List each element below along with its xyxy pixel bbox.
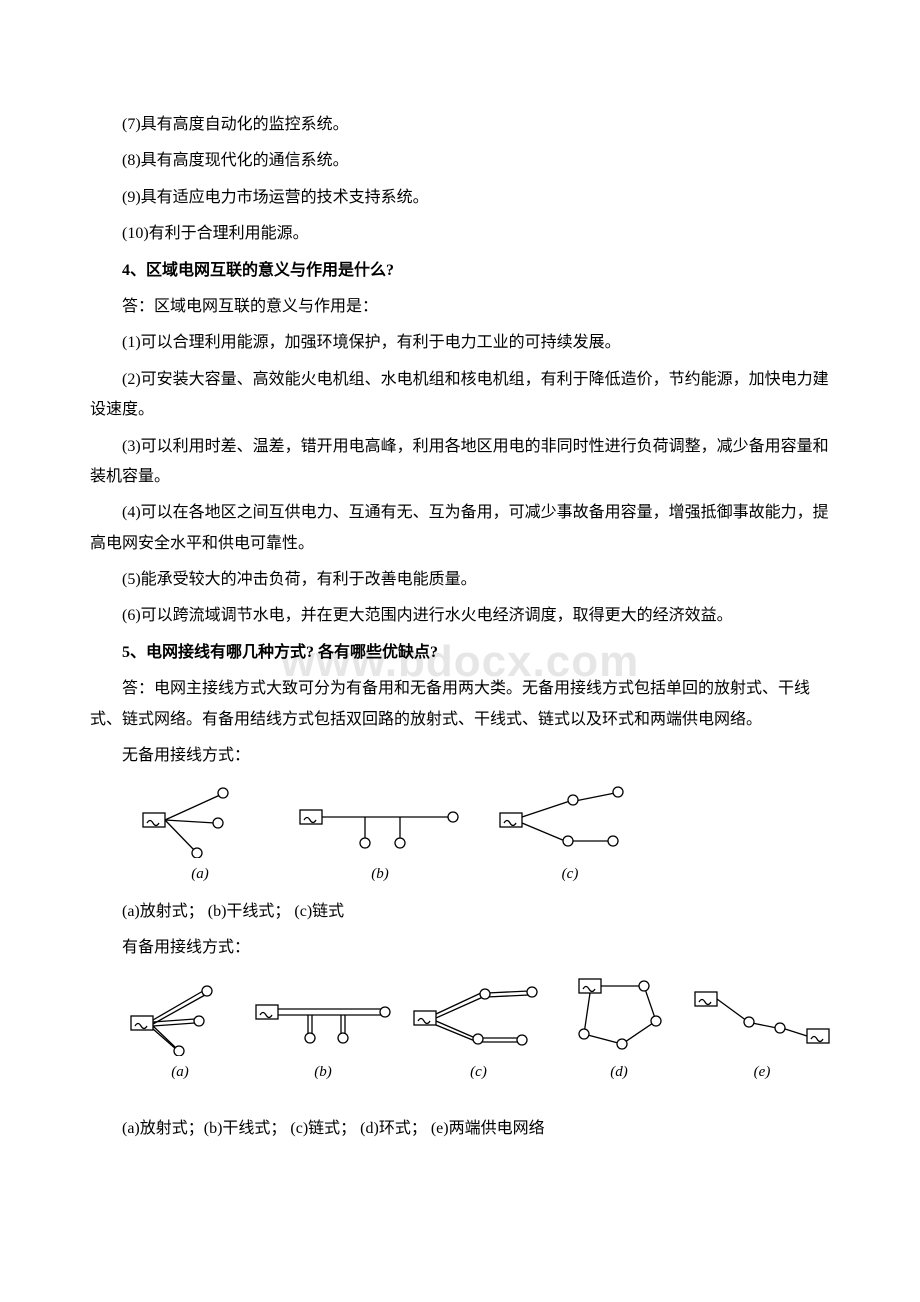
no-backup-caption: (a)放射式； (b)干线式； (c)链式	[90, 897, 830, 927]
fig-yb-c: (c)	[411, 981, 546, 1087]
caption-yb-e: (e)	[754, 1058, 771, 1087]
diagram-radial-double-icon	[125, 981, 235, 1056]
document-content: (7)具有高度自动化的监控系统。 (8)具有高度现代化的通信系统。 (9)具有适…	[90, 110, 830, 1145]
with-backup-caption: (a)放射式；(b)干线式； (c)链式； (d)环式； (e)两端供电网络	[90, 1114, 830, 1144]
item-7: (7)具有高度自动化的监控系统。	[90, 110, 830, 140]
with-backup-figures: (a) (b)	[90, 976, 830, 1087]
answer-4-4: (4)可以在各地区之间互供电力、互通有无、互为备用，可减少事故备用容量，增强抵御…	[90, 498, 830, 559]
caption-yb-c: (c)	[470, 1058, 487, 1087]
diagram-trunk-icon	[295, 798, 465, 858]
caption-yb-b: (b)	[314, 1058, 332, 1087]
caption-nb-c: (c)	[562, 860, 579, 889]
caption-yb-d: (d)	[610, 1058, 628, 1087]
with-backup-label: 有备用接线方式：	[90, 933, 830, 963]
diagram-radial-icon	[135, 783, 265, 858]
diagram-trunk-double-icon	[253, 991, 393, 1056]
answer-5-intro: 答：电网主接线方式大致可分为有备用和无备用两大类。无备用接线方式包括单回的放射式…	[90, 674, 830, 735]
fig-yb-b: (b)	[253, 991, 393, 1087]
caption-nb-a: (a)	[191, 860, 209, 889]
fig-nb-b: (b)	[295, 798, 465, 889]
answer-4-1: (1)可以合理利用能源，加强环境保护，有利于电力工业的可持续发展。	[90, 328, 830, 358]
item-9: (9)具有适应电力市场运营的技术支持系统。	[90, 183, 830, 213]
no-backup-label: 无备用接线方式：	[90, 741, 830, 771]
no-backup-figures: (a) (b)	[90, 783, 830, 889]
diagram-chain-double-icon	[411, 981, 546, 1056]
question-5-heading: 5、电网接线有哪几种方式? 各有哪些优缺点?	[90, 638, 830, 668]
diagram-two-end-icon	[692, 986, 832, 1056]
caption-yb-a: (a)	[171, 1058, 189, 1087]
item-8: (8)具有高度现代化的通信系统。	[90, 146, 830, 176]
answer-4-3: (3)可以利用时差、温差，错开用电高峰，利用各地区用电的非同时性进行负荷调整，减…	[90, 432, 830, 493]
answer-4-2: (2)可安装大容量、高效能火电机组、水电机组和核电机组，有利于降低造价，节约能源…	[90, 365, 830, 426]
fig-yb-d: (d)	[564, 976, 674, 1087]
answer-4-intro: 答：区域电网互联的意义与作用是：	[90, 292, 830, 322]
fig-yb-a: (a)	[125, 981, 235, 1087]
fig-nb-c: (c)	[495, 783, 645, 889]
answer-4-6: (6)可以跨流域调节水电，并在更大范围内进行水火电经济调度，取得更大的经济效益。	[90, 601, 830, 631]
fig-yb-e: (e)	[692, 986, 832, 1087]
diagram-ring-icon	[564, 976, 674, 1056]
question-4-heading: 4、区域电网互联的意义与作用是什么?	[90, 256, 830, 286]
fig-nb-a: (a)	[135, 783, 265, 889]
answer-4-5: (5)能承受较大的冲击负荷，有利于改善电能质量。	[90, 565, 830, 595]
caption-nb-b: (b)	[371, 860, 389, 889]
item-10: (10)有利于合理利用能源。	[90, 219, 830, 249]
diagram-chain-icon	[495, 783, 645, 858]
